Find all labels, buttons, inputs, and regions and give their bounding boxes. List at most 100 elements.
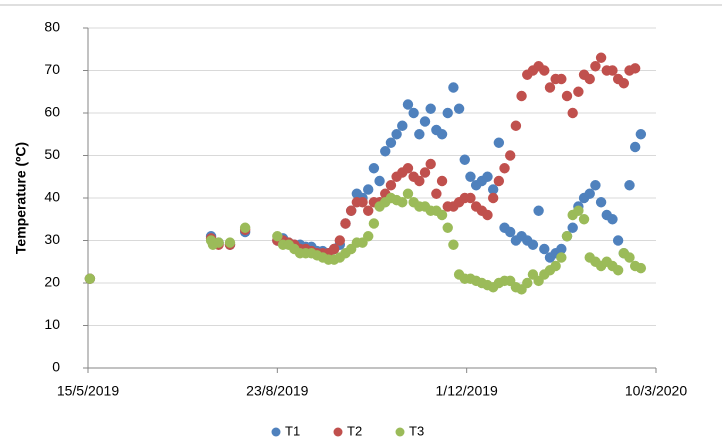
point xyxy=(522,277,533,289)
point xyxy=(556,252,567,263)
point xyxy=(487,192,499,204)
point xyxy=(84,273,96,284)
point xyxy=(635,262,647,274)
legend-label: T3 xyxy=(409,423,424,438)
y-tick-label: 80 xyxy=(44,19,60,35)
point xyxy=(436,209,448,221)
point xyxy=(590,180,601,191)
point xyxy=(374,175,385,187)
point xyxy=(448,239,459,250)
x-tick-label: 1/12/2019 xyxy=(436,383,498,399)
point xyxy=(368,163,380,174)
point xyxy=(567,222,578,233)
point xyxy=(357,197,368,208)
point xyxy=(453,103,465,114)
point xyxy=(624,252,635,263)
point xyxy=(419,116,431,127)
legend-marker xyxy=(333,427,343,437)
y-tick-label: 10 xyxy=(44,316,60,332)
point xyxy=(385,137,397,148)
legend-marker xyxy=(271,427,281,437)
y-tick-label: 0 xyxy=(52,359,60,375)
point xyxy=(505,226,516,238)
point xyxy=(380,146,391,157)
point xyxy=(425,158,436,170)
point xyxy=(224,237,236,248)
point xyxy=(442,107,453,119)
point xyxy=(419,167,431,178)
point xyxy=(516,90,527,102)
point xyxy=(391,129,402,140)
y-tick-label: 70 xyxy=(44,61,60,77)
point xyxy=(539,243,550,255)
y-tick-label: 20 xyxy=(44,274,60,290)
point xyxy=(629,63,641,74)
point xyxy=(402,188,414,199)
point xyxy=(584,188,595,199)
point xyxy=(584,73,595,85)
point xyxy=(561,90,573,102)
y-tick-label: 60 xyxy=(44,104,60,120)
point xyxy=(624,180,635,191)
x-tick-label: 23/8/2019 xyxy=(246,383,308,399)
point xyxy=(544,82,556,93)
y-axis-label: Temperature (ºC) xyxy=(13,142,29,254)
point xyxy=(465,192,476,204)
point xyxy=(272,231,283,242)
x-tick-label: 10/3/2020 xyxy=(625,383,687,399)
point xyxy=(550,260,561,272)
point xyxy=(436,129,448,140)
point xyxy=(368,218,380,229)
point xyxy=(345,205,357,216)
point xyxy=(448,82,459,93)
point xyxy=(213,237,224,248)
point xyxy=(436,175,448,187)
point xyxy=(414,129,425,140)
point xyxy=(385,180,397,191)
point xyxy=(493,137,505,148)
point xyxy=(607,214,618,225)
point xyxy=(408,107,419,119)
point xyxy=(590,61,601,72)
point xyxy=(635,129,647,140)
point xyxy=(363,231,374,242)
point xyxy=(567,107,578,119)
point xyxy=(527,239,539,250)
point xyxy=(334,235,346,246)
point xyxy=(573,205,584,216)
point xyxy=(573,86,584,97)
point xyxy=(328,243,340,255)
point xyxy=(539,65,550,76)
point xyxy=(561,231,573,242)
point xyxy=(505,150,516,161)
point xyxy=(556,243,567,255)
y-tick-label: 30 xyxy=(44,231,60,247)
point xyxy=(578,214,590,225)
point xyxy=(465,171,476,182)
point xyxy=(595,197,607,208)
point xyxy=(397,197,408,208)
point xyxy=(442,222,453,233)
point xyxy=(363,184,374,195)
point xyxy=(499,163,510,174)
point xyxy=(425,103,436,114)
x-tick-label: 15/5/2019 xyxy=(57,383,119,399)
point xyxy=(618,78,630,89)
point xyxy=(459,154,470,165)
point xyxy=(556,73,567,85)
legend-label: T1 xyxy=(285,423,300,438)
point xyxy=(397,120,408,131)
point xyxy=(239,222,251,233)
point xyxy=(533,205,544,216)
point xyxy=(629,141,641,153)
series xyxy=(84,188,647,295)
point xyxy=(431,188,442,199)
point xyxy=(402,163,414,174)
y-tick-label: 50 xyxy=(44,146,60,162)
point xyxy=(595,52,607,63)
legend-marker xyxy=(395,427,405,437)
point xyxy=(363,205,374,216)
point xyxy=(612,265,624,276)
point xyxy=(612,235,624,246)
